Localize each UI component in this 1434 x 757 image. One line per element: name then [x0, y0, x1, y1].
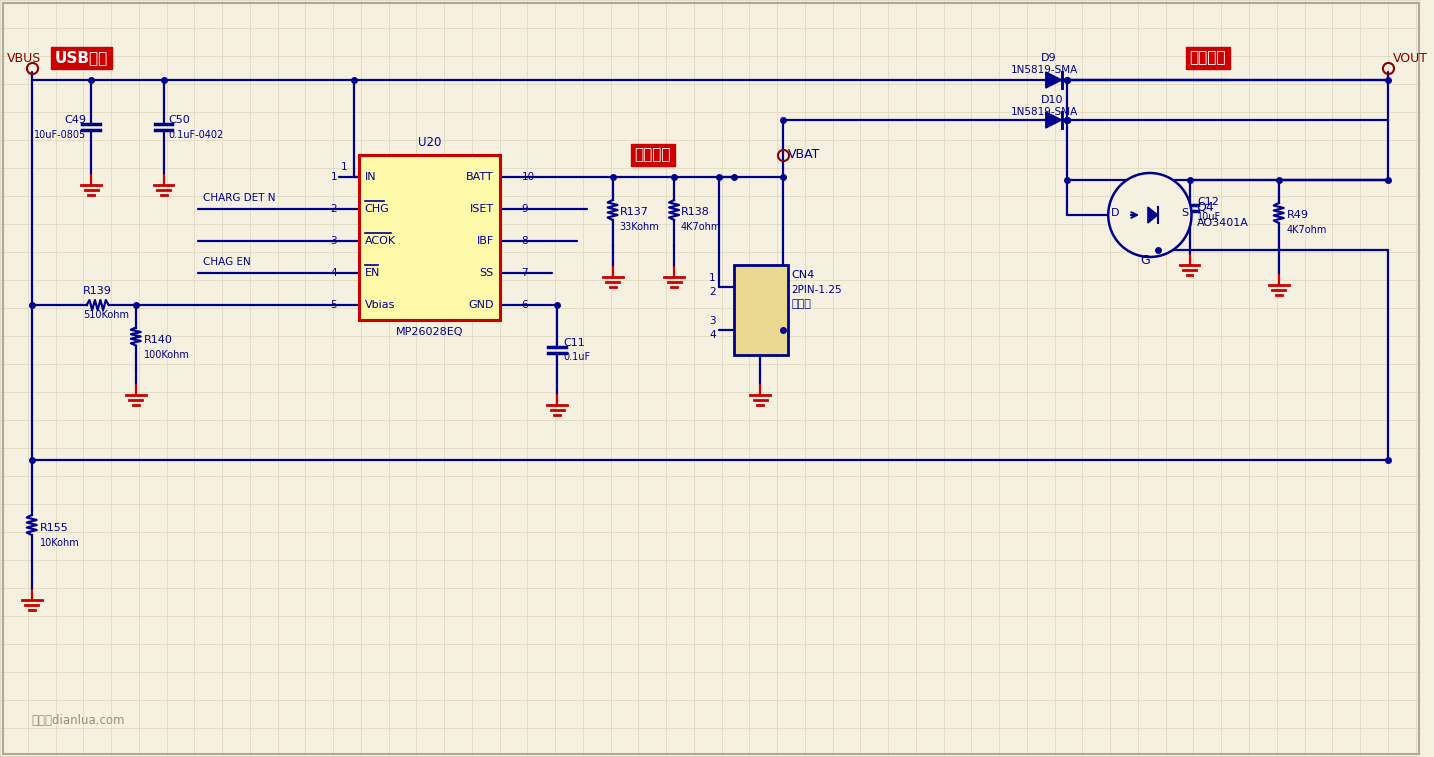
- Text: C11: C11: [564, 338, 585, 348]
- Polygon shape: [1045, 72, 1061, 88]
- Text: IN: IN: [364, 172, 376, 182]
- Text: R137: R137: [619, 207, 648, 217]
- Text: D9: D9: [1041, 53, 1057, 63]
- Text: U20: U20: [417, 136, 440, 149]
- Text: 4: 4: [330, 268, 337, 278]
- Text: CHG: CHG: [364, 204, 390, 214]
- Text: MP26028EQ: MP26028EQ: [396, 327, 463, 337]
- Text: R139: R139: [83, 286, 112, 296]
- Text: 1: 1: [340, 162, 347, 172]
- Text: 100Kohm: 100Kohm: [143, 350, 189, 360]
- Text: SS: SS: [479, 268, 493, 278]
- Text: 1: 1: [708, 273, 716, 283]
- Text: 电池电源: 电池电源: [634, 148, 671, 163]
- Text: 电源输出: 电源输出: [1190, 51, 1226, 66]
- Text: 7: 7: [522, 268, 528, 278]
- Text: C12: C12: [1197, 197, 1219, 207]
- Text: 电池座: 电池座: [792, 299, 810, 309]
- Text: 1N5819-SMA: 1N5819-SMA: [1011, 65, 1078, 75]
- Bar: [358, 155, 499, 320]
- Text: 2: 2: [708, 287, 716, 297]
- Text: IBF: IBF: [476, 236, 493, 246]
- Text: VOUT: VOUT: [1392, 51, 1428, 64]
- Text: BATT: BATT: [466, 172, 493, 182]
- Text: R49: R49: [1286, 210, 1309, 220]
- Text: EN: EN: [364, 268, 380, 278]
- Text: Vbias: Vbias: [364, 300, 396, 310]
- Text: R138: R138: [681, 207, 710, 217]
- Text: 1: 1: [330, 172, 337, 182]
- Text: S: S: [1182, 208, 1189, 218]
- Text: 2: 2: [330, 204, 337, 214]
- Bar: [734, 265, 789, 355]
- Text: 10uF: 10uF: [1197, 212, 1222, 222]
- Text: 33Kohm: 33Kohm: [619, 222, 660, 232]
- Text: 4K7ohm: 4K7ohm: [1286, 225, 1326, 235]
- Text: 1N5819-SMA: 1N5819-SMA: [1011, 107, 1078, 117]
- Polygon shape: [1045, 112, 1061, 128]
- Text: 10uF-0805: 10uF-0805: [34, 130, 86, 140]
- Text: D10: D10: [1041, 95, 1064, 105]
- Text: AO3401A: AO3401A: [1196, 218, 1249, 228]
- Text: 4K7ohm: 4K7ohm: [681, 222, 721, 232]
- Text: 0.1uF: 0.1uF: [564, 352, 591, 362]
- Text: CN4: CN4: [792, 270, 815, 280]
- Text: R140: R140: [143, 335, 172, 345]
- Text: GND: GND: [467, 300, 493, 310]
- Text: VBAT: VBAT: [789, 148, 820, 161]
- Text: 0.1uF-0402: 0.1uF-0402: [169, 130, 224, 140]
- Text: Q4: Q4: [1196, 201, 1215, 213]
- Text: 510Kohm: 510Kohm: [83, 310, 129, 320]
- Text: G: G: [1140, 254, 1150, 267]
- Text: C49: C49: [65, 115, 86, 125]
- Text: USB电源: USB电源: [54, 51, 108, 66]
- Text: CHARG DET N: CHARG DET N: [204, 193, 275, 203]
- Polygon shape: [1147, 207, 1157, 223]
- Text: ISET: ISET: [469, 204, 493, 214]
- Text: 6: 6: [522, 300, 528, 310]
- Text: CHAG EN: CHAG EN: [204, 257, 251, 267]
- Text: 5: 5: [330, 300, 337, 310]
- Text: 10: 10: [522, 172, 535, 182]
- Text: C50: C50: [169, 115, 191, 125]
- Text: 电路啊dianlua.com: 电路啊dianlua.com: [32, 714, 125, 727]
- Text: ACOK: ACOK: [364, 236, 396, 246]
- Text: D: D: [1111, 208, 1120, 218]
- Text: 8: 8: [522, 236, 528, 246]
- Circle shape: [1108, 173, 1192, 257]
- Text: 10Kohm: 10Kohm: [40, 538, 79, 548]
- Text: 3: 3: [330, 236, 337, 246]
- Text: 2PIN-1.25: 2PIN-1.25: [792, 285, 842, 295]
- Text: 3: 3: [708, 316, 716, 326]
- Text: R155: R155: [40, 523, 69, 533]
- Text: VBUS: VBUS: [7, 51, 42, 64]
- Text: 4: 4: [708, 330, 716, 340]
- Text: 9: 9: [522, 204, 528, 214]
